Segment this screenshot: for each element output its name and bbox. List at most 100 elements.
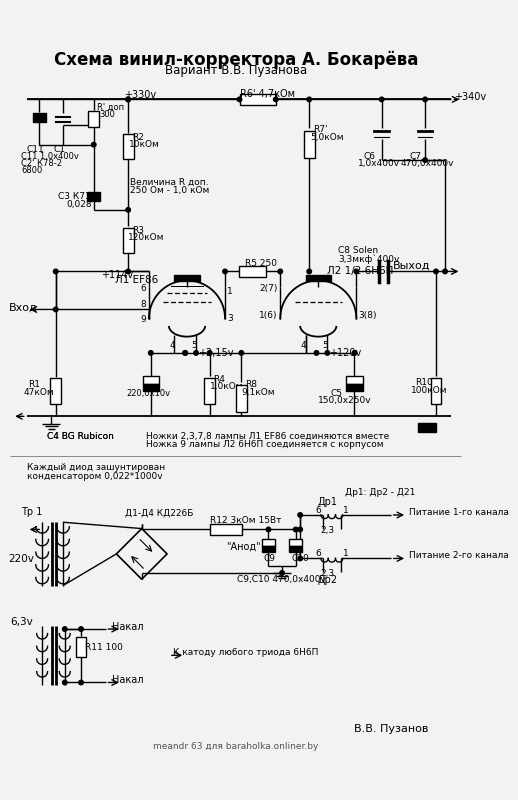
Bar bbox=[290, 546, 302, 552]
Text: Питание 1-го канала: Питание 1-го канала bbox=[409, 508, 509, 517]
Text: 3(8): 3(8) bbox=[358, 311, 377, 320]
Text: Величина R доп.: Величина R доп. bbox=[130, 178, 209, 187]
Text: 6,3v: 6,3v bbox=[10, 618, 33, 627]
Text: 1: 1 bbox=[343, 550, 349, 558]
Circle shape bbox=[266, 527, 271, 532]
Text: 300: 300 bbox=[99, 110, 115, 119]
Text: 2,3: 2,3 bbox=[320, 570, 335, 578]
Circle shape bbox=[126, 97, 131, 102]
Circle shape bbox=[207, 350, 212, 355]
Circle shape bbox=[314, 350, 319, 355]
Circle shape bbox=[183, 350, 188, 355]
Bar bbox=[239, 94, 276, 105]
Bar bbox=[88, 111, 99, 127]
Circle shape bbox=[126, 269, 131, 274]
Text: конденсатором 0,022*1000v: конденсатором 0,022*1000v bbox=[27, 471, 162, 481]
Text: R4: R4 bbox=[213, 374, 225, 384]
Circle shape bbox=[307, 97, 311, 102]
Circle shape bbox=[423, 158, 427, 162]
Bar bbox=[76, 638, 87, 657]
Text: 100кОм: 100кОм bbox=[411, 386, 447, 394]
Text: 0,028: 0,028 bbox=[67, 200, 92, 209]
Circle shape bbox=[293, 527, 298, 532]
Text: 5: 5 bbox=[323, 341, 328, 350]
Circle shape bbox=[237, 97, 242, 102]
Text: 4: 4 bbox=[301, 341, 307, 350]
Bar bbox=[33, 113, 46, 122]
Text: +120v: +120v bbox=[329, 348, 362, 358]
Text: 250 Ом - 1,0 кОм: 250 Ом - 1,0 кОм bbox=[130, 186, 209, 195]
Circle shape bbox=[126, 97, 131, 102]
Bar bbox=[142, 384, 159, 391]
Text: R1: R1 bbox=[28, 380, 40, 389]
Text: +114v: +114v bbox=[101, 270, 133, 280]
Text: R8: R8 bbox=[245, 380, 257, 389]
Circle shape bbox=[53, 307, 58, 312]
Text: +2,15v: +2,15v bbox=[198, 348, 234, 358]
Text: 1,0х400v: 1,0х400v bbox=[358, 159, 400, 168]
Text: Др2: Др2 bbox=[317, 574, 337, 585]
Circle shape bbox=[53, 269, 58, 274]
Text: R12 3кОм 15Вт: R12 3кОм 15Вт bbox=[210, 516, 281, 525]
Circle shape bbox=[149, 350, 153, 355]
Text: "Анод": "Анод" bbox=[226, 542, 261, 552]
Circle shape bbox=[79, 627, 83, 631]
Text: 120кОм: 120кОм bbox=[128, 234, 165, 242]
Text: 9: 9 bbox=[140, 315, 146, 324]
Circle shape bbox=[354, 269, 358, 274]
Text: C1: C1 bbox=[54, 145, 66, 154]
Circle shape bbox=[63, 680, 67, 685]
Text: Тр 1: Тр 1 bbox=[21, 507, 42, 517]
Text: 6: 6 bbox=[315, 550, 321, 558]
Circle shape bbox=[280, 570, 284, 575]
Circle shape bbox=[325, 350, 329, 355]
Text: C8 Solen: C8 Solen bbox=[338, 246, 378, 255]
Bar bbox=[210, 524, 242, 535]
Text: Схема винил-корректора А. Бокарёва: Схема винил-корректора А. Бокарёва bbox=[54, 50, 418, 69]
Circle shape bbox=[423, 97, 427, 102]
Circle shape bbox=[183, 350, 188, 355]
Circle shape bbox=[274, 97, 278, 102]
Bar bbox=[88, 192, 100, 201]
Text: R' доп: R' доп bbox=[97, 103, 124, 112]
Text: 6: 6 bbox=[140, 284, 146, 293]
Text: C11: C11 bbox=[27, 145, 45, 154]
Text: 220,0х10v: 220,0х10v bbox=[126, 389, 170, 398]
Circle shape bbox=[79, 680, 83, 685]
Circle shape bbox=[379, 97, 384, 102]
Text: C2' К78-2: C2' К78-2 bbox=[21, 159, 62, 168]
Text: Каждый диод зашунтирован: Каждый диод зашунтирован bbox=[27, 463, 165, 472]
Text: R3: R3 bbox=[132, 226, 144, 235]
Text: C9: C9 bbox=[264, 554, 276, 563]
Bar bbox=[123, 228, 134, 254]
Text: C6: C6 bbox=[364, 152, 376, 161]
Circle shape bbox=[223, 269, 227, 274]
Circle shape bbox=[126, 208, 131, 212]
Text: 1: 1 bbox=[343, 506, 349, 515]
Circle shape bbox=[434, 269, 438, 274]
Bar bbox=[123, 134, 134, 159]
Bar bbox=[175, 275, 199, 282]
Text: 3,3мкф`400v: 3,3мкф`400v bbox=[338, 254, 399, 264]
Text: 5: 5 bbox=[191, 341, 197, 350]
Bar bbox=[262, 539, 275, 546]
Circle shape bbox=[298, 556, 303, 561]
Circle shape bbox=[194, 350, 198, 355]
Bar bbox=[290, 539, 302, 546]
Text: +330v: +330v bbox=[124, 90, 156, 100]
Text: 1: 1 bbox=[227, 287, 233, 296]
Circle shape bbox=[307, 269, 311, 274]
Text: 2,3: 2,3 bbox=[320, 526, 335, 535]
Text: Л1 EF86: Л1 EF86 bbox=[114, 275, 158, 285]
Circle shape bbox=[63, 627, 67, 631]
Text: R6' 4,7кОм: R6' 4,7кОм bbox=[239, 89, 295, 98]
Text: 9,1кОм: 9,1кОм bbox=[241, 388, 275, 398]
Text: R10: R10 bbox=[415, 378, 433, 387]
Bar bbox=[50, 378, 61, 404]
Text: 8: 8 bbox=[140, 301, 146, 310]
Circle shape bbox=[239, 350, 243, 355]
Text: +340v: +340v bbox=[454, 92, 486, 102]
Text: Выход: Выход bbox=[393, 261, 430, 270]
Text: Вариант В.В. Пузанова: Вариант В.В. Пузанова bbox=[165, 64, 307, 77]
Bar bbox=[418, 422, 436, 432]
